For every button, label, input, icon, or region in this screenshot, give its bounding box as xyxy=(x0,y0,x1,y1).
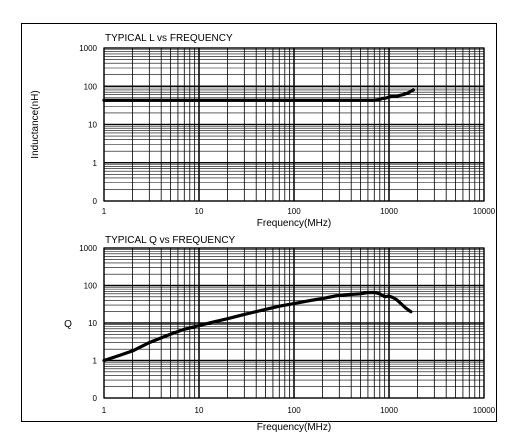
chart2-x-tick-label: 1 xyxy=(102,406,107,415)
chart1-y-tick-label: 0 xyxy=(93,197,98,206)
chart2-y-tick-label: 1 xyxy=(93,357,98,366)
chart2-x-tick-label: 1000 xyxy=(380,406,398,415)
chart2-title: TYPICAL Q vs FREQUENCY xyxy=(105,235,236,246)
chart2-series-line xyxy=(102,290,413,363)
chart2-x-tick-label: 10000 xyxy=(473,406,496,415)
figure-border xyxy=(21,23,497,422)
chart2-x-tick-label: 10 xyxy=(195,406,204,415)
chart1-series-line xyxy=(102,88,415,102)
chart1-x-tick-label: 1000 xyxy=(380,207,398,216)
chart1-y-tick-label: 1000 xyxy=(79,44,97,53)
chart1-x-tick-label: 10000 xyxy=(473,207,496,216)
chart1-y-tick-label: 1 xyxy=(93,159,98,168)
chart1-x-tick-label: 10 xyxy=(195,207,204,216)
chart1-y-tick-label: 10 xyxy=(88,121,97,130)
chart2-x-tick-label: 100 xyxy=(287,406,301,415)
chart1-x-tick-label: 1 xyxy=(102,207,107,216)
chart1-plot-border xyxy=(103,47,485,202)
chart2-y-tick-label: 100 xyxy=(84,282,98,291)
chart1-title: TYPICAL L vs FREQUENCY xyxy=(105,33,233,44)
chart2-y-tick-label: 1000 xyxy=(79,244,97,253)
chart2-x-axis-label: Frequency(MHz) xyxy=(257,422,331,433)
chart1-x-tick-label: 100 xyxy=(287,207,301,216)
chart1-x-axis-label: Frequency(MHz) xyxy=(257,218,331,229)
chart2-y-axis-label: Q xyxy=(64,319,72,330)
chart2-plot-border xyxy=(103,247,485,399)
chart1-y-tick-label: 100 xyxy=(84,82,98,91)
chart2-y-tick-label: 10 xyxy=(88,319,97,328)
chart1-y-axis-label: Inductance(nH) xyxy=(30,90,41,158)
chart2-y-tick-label: 0 xyxy=(93,394,98,403)
